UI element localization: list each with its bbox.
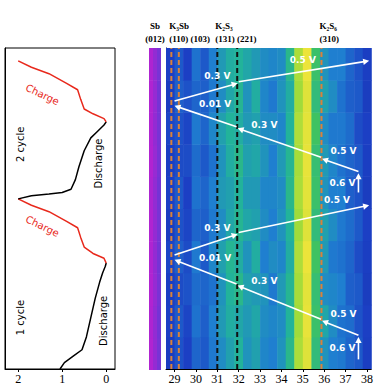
svg-text:Discharge: Discharge (98, 296, 109, 346)
svg-text:0.5 V: 0.5 V (330, 146, 356, 156)
svg-text:1 cycle: 1 cycle (15, 300, 26, 335)
svg-text:33: 33 (254, 372, 266, 385)
svg-text:Sb: Sb (150, 21, 160, 31)
svg-text:31: 31 (211, 372, 223, 385)
svg-text:34: 34 (275, 372, 287, 385)
svg-text:0.5 V: 0.5 V (324, 195, 350, 205)
svg-text:2: 2 (15, 372, 21, 385)
svg-text:0: 0 (103, 372, 109, 385)
svg-text:(131) (221): (131) (221) (215, 34, 256, 44)
svg-text:2 cycle: 2 cycle (15, 127, 26, 162)
svg-text:K₂S₆: K₂S₆ (319, 21, 337, 31)
svg-text:29: 29 (169, 372, 181, 385)
svg-text:Charge: Charge (24, 213, 61, 238)
svg-text:35: 35 (297, 372, 309, 385)
svg-text:0.3 V: 0.3 V (251, 120, 277, 130)
svg-text:Discharge: Discharge (93, 139, 104, 189)
svg-text:0.6 V: 0.6 V (329, 343, 355, 353)
svg-text:0.3 V: 0.3 V (251, 276, 277, 286)
svg-text:(012): (012) (145, 34, 165, 44)
svg-text:1: 1 (59, 372, 65, 385)
svg-text:37: 37 (340, 372, 352, 385)
svg-text:0.3 V: 0.3 V (204, 71, 230, 81)
svg-text:(310): (310) (319, 34, 339, 44)
svg-text:32: 32 (233, 372, 245, 385)
svg-text:0.01 V: 0.01 V (199, 99, 231, 109)
svg-text:K₂S₃: K₂S₃ (215, 21, 233, 31)
svg-text:Charge: Charge (24, 82, 61, 107)
svg-text:38: 38 (361, 372, 373, 385)
svg-text:0.5 V: 0.5 V (290, 55, 316, 65)
svg-text:K₃Sb: K₃Sb (169, 21, 189, 31)
svg-text:0.3 V: 0.3 V (204, 223, 230, 233)
svg-text:0.01 V: 0.01 V (199, 253, 231, 263)
svg-text:30: 30 (190, 372, 202, 385)
svg-text:0.5 V: 0.5 V (330, 309, 356, 319)
svg-text:0.6 V: 0.6 V (329, 178, 355, 188)
svg-text:36: 36 (318, 372, 330, 385)
svg-text:(110) (103): (110) (103) (169, 34, 210, 44)
